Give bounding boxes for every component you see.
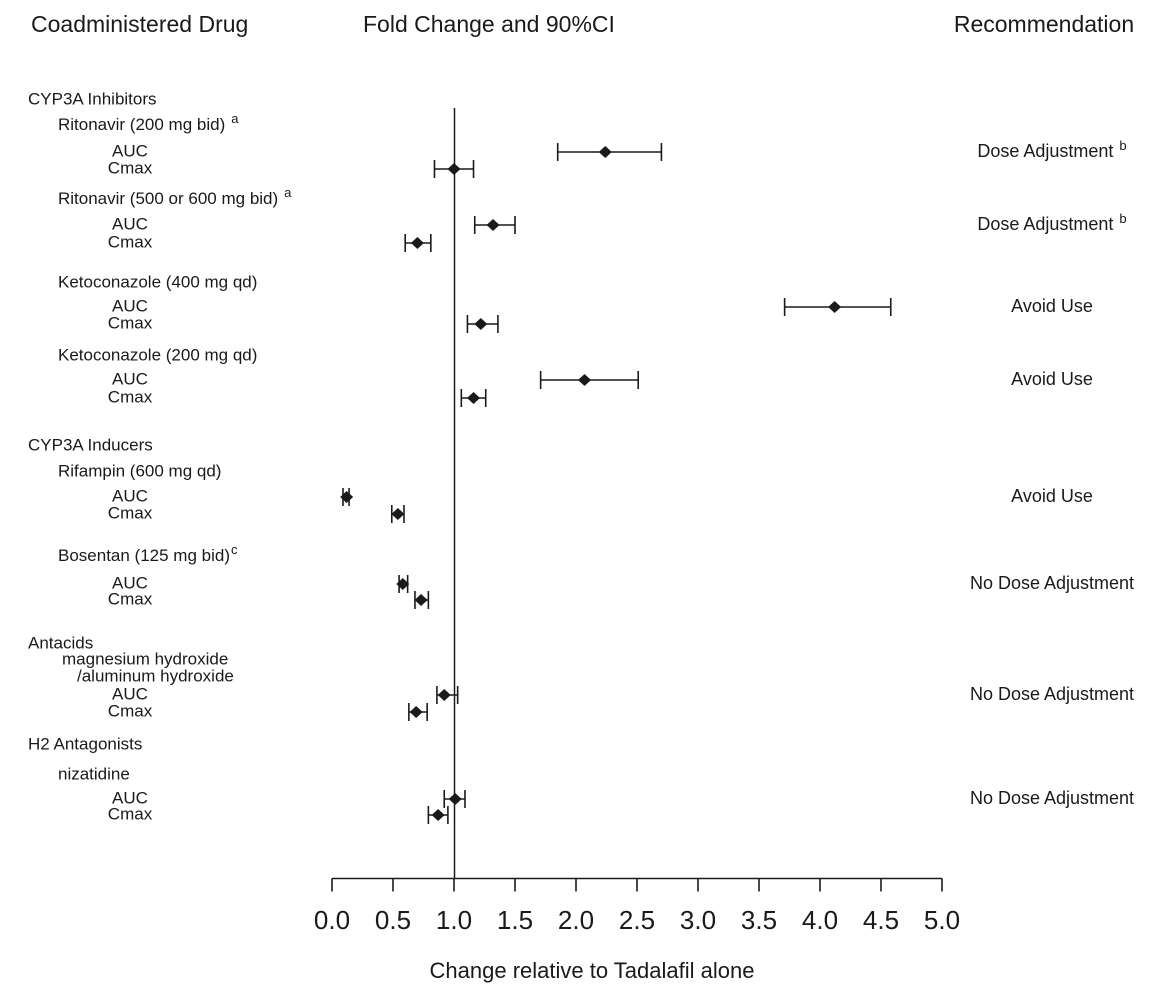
- x-tick-label: 2.0: [558, 905, 594, 935]
- section-label: CYP3A Inducers: [28, 435, 153, 455]
- point-diamond: [486, 219, 500, 231]
- section-label: H2 Antagonists: [28, 734, 143, 754]
- error-bar: [436, 686, 459, 704]
- x-tick-label: 4.5: [863, 905, 899, 935]
- error-bar: [408, 703, 428, 721]
- error-bar: [556, 143, 663, 161]
- metric-label: AUC: [112, 788, 148, 808]
- metric-label: Cmax: [107, 701, 153, 721]
- metric-label: AUC: [112, 486, 148, 506]
- metric-label: AUC: [112, 141, 148, 161]
- metric-label: AUC: [112, 369, 148, 389]
- metric-label: AUC: [112, 684, 148, 704]
- x-tick-label: 2.5: [619, 905, 655, 935]
- metric-label: Cmax: [107, 503, 153, 523]
- metric-label: Cmax: [107, 589, 153, 609]
- recommendation-label: Dose Adjustment b: [977, 211, 1127, 235]
- recommendation-label: No Dose Adjustment: [969, 573, 1135, 594]
- recommendation-label: Dose Adjustment b: [977, 138, 1127, 162]
- drug-label: Ritonavir (500 or 600 mg bid) a: [58, 185, 292, 209]
- point-diamond: [391, 508, 405, 520]
- drug-label: nizatidine: [58, 764, 130, 784]
- error-bar: [539, 371, 640, 389]
- x-axis-title: Change relative to Tadalafil alone: [430, 958, 755, 983]
- drug-label: Ritonavir (200 mg bid) a: [58, 111, 239, 135]
- x-tick-label: 0.5: [375, 905, 411, 935]
- error-bar: [404, 234, 432, 252]
- section-label: CYP3A Inhibitors: [28, 89, 157, 109]
- recommendation-label: No Dose Adjustment: [969, 788, 1135, 809]
- point-diamond: [340, 491, 354, 503]
- metric-label: AUC: [112, 296, 148, 316]
- subdrug2-label: /aluminum hydroxide: [77, 666, 234, 686]
- x-tick-label: 5.0: [924, 905, 960, 935]
- error-bar: [390, 505, 405, 523]
- error-bar: [443, 790, 466, 808]
- metric-label: AUC: [112, 214, 148, 234]
- point-diamond: [467, 392, 481, 404]
- metric-label: Cmax: [107, 804, 153, 824]
- metric-label: AUC: [112, 573, 148, 593]
- error-bar: [427, 806, 449, 824]
- point-diamond: [598, 146, 612, 158]
- footnote-marker-c: c: [231, 542, 238, 558]
- recommendation-label: Avoid Use: [1011, 369, 1093, 390]
- section-label: Antacids: [28, 633, 94, 653]
- footnote-marker-b: b: [1119, 211, 1127, 227]
- drug-label: Bosentan (125 mg bid)c: [58, 542, 238, 566]
- x-tick-label: 3.5: [741, 905, 777, 935]
- point-diamond: [474, 318, 488, 330]
- footnote-marker-a: a: [231, 111, 239, 127]
- error-bar: [414, 591, 430, 609]
- point-diamond: [828, 301, 842, 313]
- error-bar: [466, 315, 499, 333]
- x-tick-label: 0.0: [314, 905, 350, 935]
- column-header-coadministered-drug: Coadministered Drug: [31, 11, 249, 37]
- x-tick-label: 3.0: [680, 905, 716, 935]
- error-bar: [460, 389, 487, 407]
- error-bar: [396, 575, 410, 593]
- recommendation-label: No Dose Adjustment: [969, 684, 1135, 705]
- point-diamond: [409, 706, 423, 718]
- footnote-marker-b: b: [1119, 138, 1127, 154]
- drug-label: Ketoconazole (400 mg qd): [58, 272, 258, 292]
- error-bar: [473, 216, 516, 234]
- subdrug-label: magnesium hydroxide: [62, 649, 229, 669]
- x-axis-group: 0.0 0.5 1.0 1.5 2.0 2.5 3.0 3.5 4.0 4.5 5.0: [314, 877, 960, 935]
- metric-label: Cmax: [107, 387, 153, 407]
- metric-label: Cmax: [107, 232, 153, 252]
- error-bars-group: [340, 143, 892, 824]
- x-tick-label: 1.0: [436, 905, 472, 935]
- point-diamond: [448, 793, 462, 805]
- recommendation-label: Avoid Use: [1011, 296, 1093, 317]
- column-header-fold-change: Fold Change and 90%CI: [363, 11, 615, 37]
- x-tick-label: 1.5: [497, 905, 533, 935]
- x-tick-label: 4.0: [802, 905, 838, 935]
- metric-label: Cmax: [107, 158, 153, 178]
- error-bar: [433, 160, 475, 178]
- footnote-marker-a: a: [284, 185, 292, 201]
- column-header-recommendation: Recommendation: [953, 11, 1135, 37]
- error-bar: [340, 488, 354, 506]
- point-diamond: [414, 594, 428, 606]
- point-diamond: [431, 809, 445, 821]
- point-diamond: [578, 374, 592, 386]
- recommendation-label: Avoid Use: [1011, 486, 1093, 507]
- drug-label: Rifampin (600 mg qd): [58, 461, 222, 481]
- point-diamond: [437, 689, 451, 701]
- point-diamond: [447, 163, 461, 175]
- error-bar: [783, 298, 892, 316]
- point-diamond: [396, 578, 410, 590]
- drug-label: Ketoconazole (200 mg qd): [58, 345, 258, 365]
- metric-label: Cmax: [107, 313, 153, 333]
- point-diamond: [410, 237, 424, 249]
